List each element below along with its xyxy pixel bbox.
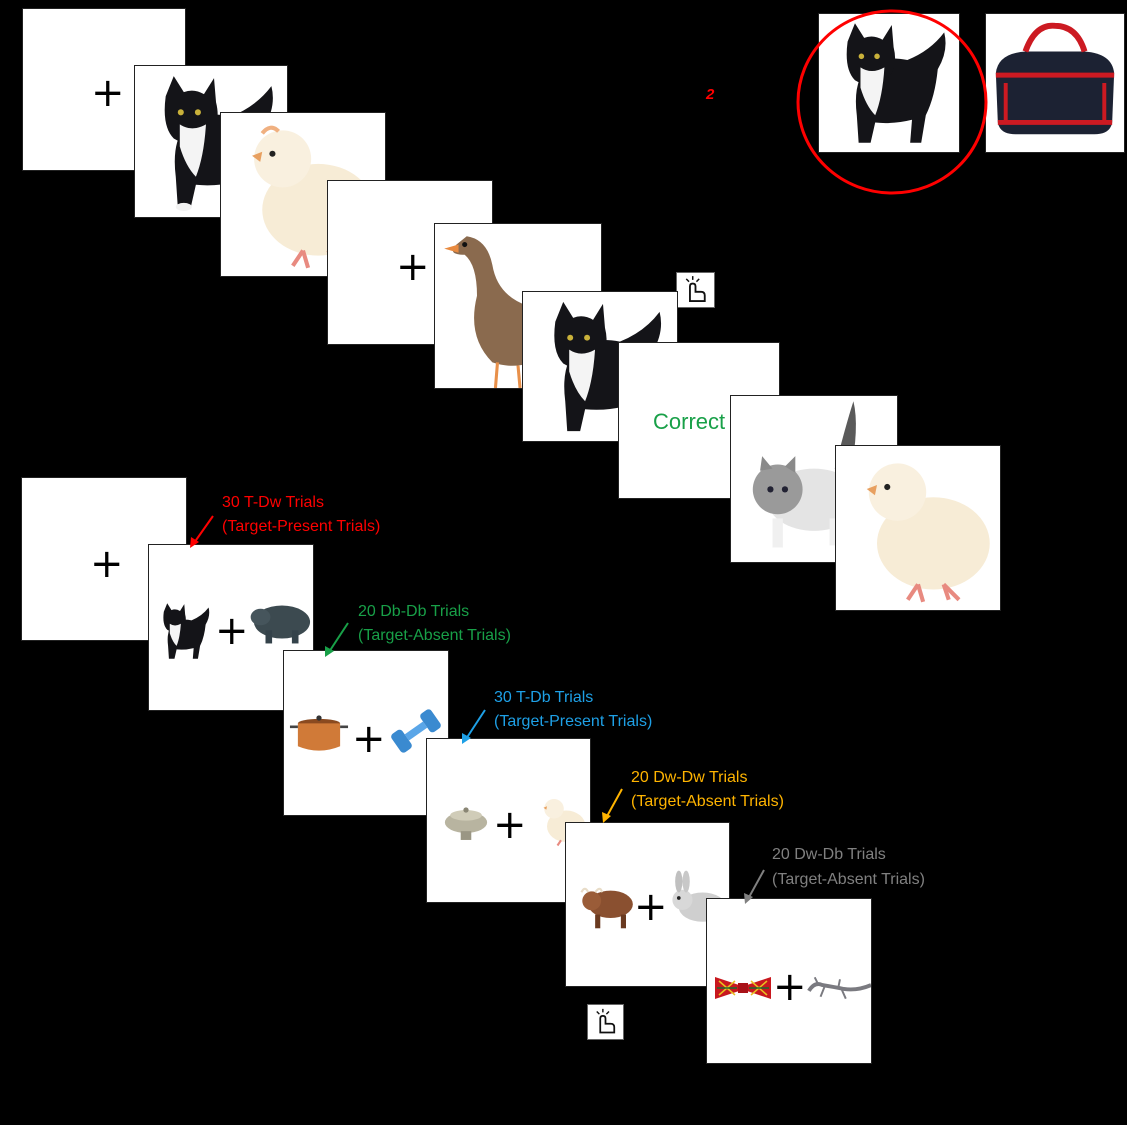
fixation-cross: + xyxy=(396,244,430,290)
cat-image xyxy=(846,23,946,143)
arrow-db-db xyxy=(325,622,349,657)
sugar-bowl-image xyxy=(444,807,488,840)
fixation-cross: + xyxy=(493,802,527,848)
fixation-cross: + xyxy=(634,884,668,930)
trial-card-dw-dw: + xyxy=(565,822,730,987)
pot-image xyxy=(289,715,349,751)
trial-title-db-db: 20 Db-Db Trials xyxy=(358,603,470,620)
response-click-icon-bottom xyxy=(587,1004,624,1040)
trial-card-dw-db: + xyxy=(706,898,872,1064)
cue-distractor-bag xyxy=(985,13,1125,153)
bag-image xyxy=(995,22,1115,135)
cue-target-cat xyxy=(818,13,960,153)
stream-frame-chick-end xyxy=(835,445,1001,611)
trial-card-db-db: + xyxy=(283,650,449,816)
dumbbell-image xyxy=(391,709,441,753)
hippo-image xyxy=(250,605,311,644)
arrow-dw-db xyxy=(744,869,765,904)
fixation-cross: + xyxy=(90,541,124,587)
cat-image xyxy=(163,603,210,659)
click-hand-icon xyxy=(685,276,706,303)
step-marker: 2 xyxy=(706,86,715,103)
trial-subtitle-t-dw: (Target-Present Trials) xyxy=(222,518,381,535)
trial-subtitle-dw-dw: (Target-Absent Trials) xyxy=(631,793,784,810)
chick-image xyxy=(866,463,990,603)
trial-title-t-db: 30 T-Db Trials xyxy=(494,689,594,706)
fixation-cross: + xyxy=(91,70,125,116)
trial-title-t-dw: 30 T-Dw Trials xyxy=(222,494,324,511)
fixation-cross: + xyxy=(215,608,249,654)
highlight-ring xyxy=(796,9,988,195)
trial-subtitle-t-db: (Target-Present Trials) xyxy=(494,713,653,730)
trial-title-dw-db: 20 Dw-Db Trials xyxy=(772,846,886,863)
trial-subtitle-dw-db: (Target-Absent Trials) xyxy=(772,871,925,888)
lizard-image xyxy=(807,976,871,1000)
bow-tie-image xyxy=(715,977,771,999)
fixation-cross: + xyxy=(352,716,386,762)
trial-subtitle-db-db: (Target-Absent Trials) xyxy=(358,627,511,644)
arrow-t-dw xyxy=(190,515,214,548)
arrow-dw-dw xyxy=(602,788,623,823)
response-click-icon-top xyxy=(676,272,715,308)
fixation-cross: + xyxy=(773,964,807,1010)
arrow-t-db xyxy=(462,709,486,744)
feedback-correct-text: Correct xyxy=(653,409,726,434)
trial-title-dw-dw: 20 Dw-Dw Trials xyxy=(631,769,748,786)
click-hand-icon xyxy=(596,1008,616,1034)
highland-cow-image xyxy=(580,887,633,929)
